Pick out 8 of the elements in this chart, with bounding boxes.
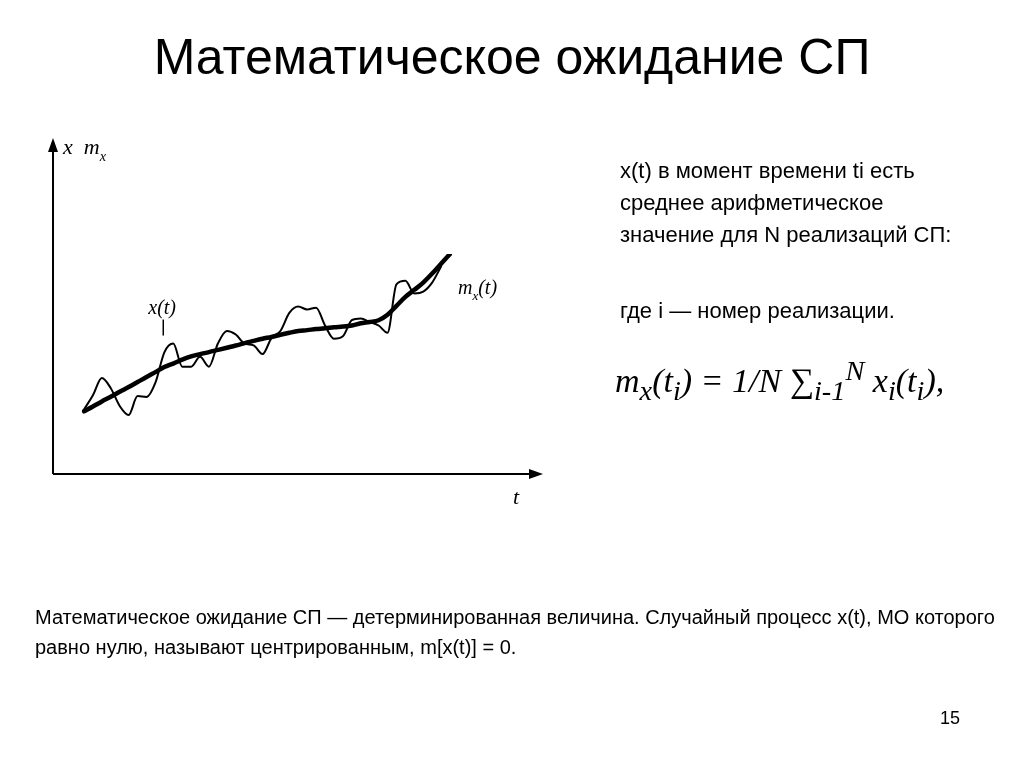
text: где i — номер реализации. <box>620 298 896 324</box>
chart-title: Математическое ожидание СП <box>152 28 872 86</box>
text: x(t) в момент времени ti есть среднее арифметическое значение для N реализаций СП: <box>620 157 953 249</box>
text: Математическое ожидание СП — детерминированная величина. Случайный процесс x(t), МО которого равно нулю, называют центрированным, m[x(t)] = 0. <box>35 605 995 660</box>
series-label: x(t) <box>147 295 177 319</box>
x-axis-title: t <box>513 484 520 509</box>
text: m$_{x}$(t$_{i}$) = 1/N ∑$_{i-1}$$^{N}$ x$_{i}$(t$_{i}$), <box>615 355 945 407</box>
text: 15 <box>940 708 961 729</box>
